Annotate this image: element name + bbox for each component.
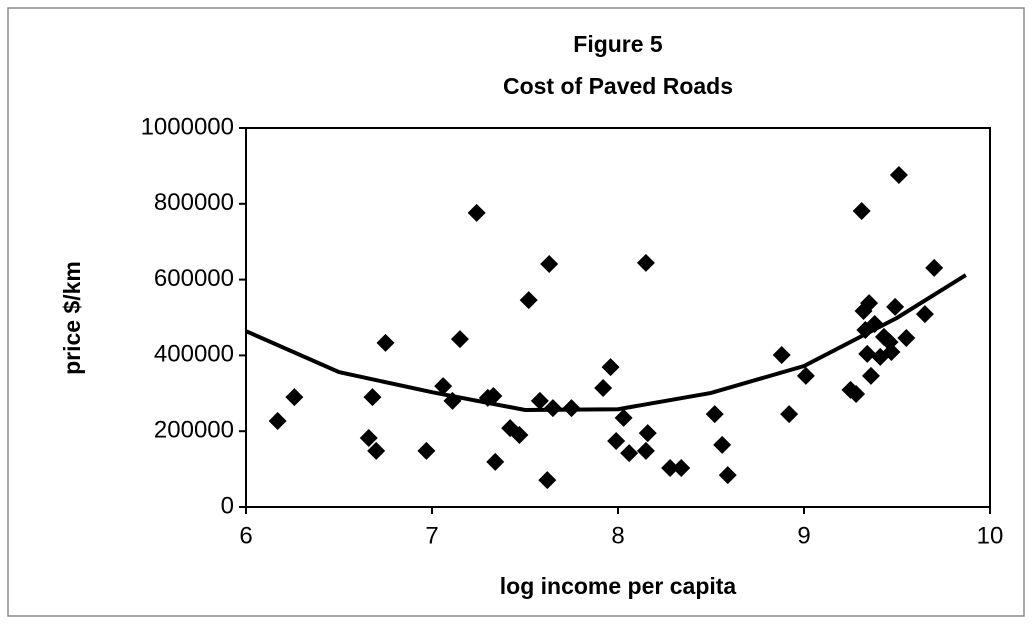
data-point <box>467 203 486 222</box>
data-point <box>620 444 639 463</box>
data-point <box>636 253 655 272</box>
data-point <box>847 385 866 404</box>
data-point <box>594 378 613 397</box>
data-point <box>860 294 879 313</box>
data-point <box>486 452 505 471</box>
data-point <box>450 330 469 349</box>
data-point <box>925 258 944 277</box>
y-tick-label: 400000 <box>154 341 234 368</box>
data-point <box>638 424 657 443</box>
data-point <box>434 377 453 396</box>
data-point <box>865 314 884 333</box>
data-point <box>858 344 877 363</box>
data-point <box>540 255 559 274</box>
data-point <box>880 333 899 352</box>
data-point <box>607 432 626 451</box>
data-point <box>889 165 908 184</box>
x-tick-label: 8 <box>611 522 624 549</box>
data-point <box>359 429 378 448</box>
chart-subtitle: Cost of Paved Roads <box>503 73 733 99</box>
data-point <box>510 425 529 444</box>
data-point <box>780 405 799 424</box>
x-tick-label: 7 <box>425 522 438 549</box>
chart-title: Figure 5 <box>573 31 663 57</box>
data-point <box>367 441 386 460</box>
data-point <box>718 466 737 485</box>
data-point <box>886 297 905 316</box>
data-point <box>705 405 724 424</box>
data-point <box>268 411 287 430</box>
data-point <box>519 291 538 310</box>
data-point <box>538 471 557 490</box>
chart-frame <box>7 7 1025 617</box>
y-axis-label: price $/km <box>59 261 85 375</box>
x-tick-label: 6 <box>239 522 252 549</box>
data-point <box>796 366 815 385</box>
data-point <box>897 328 916 347</box>
data-point <box>376 333 395 352</box>
data-point <box>661 458 680 477</box>
y-tick-label: 200000 <box>154 417 234 444</box>
data-point <box>614 408 633 427</box>
data-point <box>772 346 791 365</box>
y-tick-label: 1000000 <box>141 113 234 140</box>
data-point <box>543 399 562 418</box>
data-point <box>363 388 382 407</box>
x-axis-label: log income per capita <box>500 573 737 599</box>
data-point <box>285 388 304 407</box>
data-point <box>601 358 620 377</box>
data-point <box>672 458 691 477</box>
y-tick-label: 600000 <box>154 265 234 292</box>
data-point <box>713 435 732 454</box>
data-point <box>484 386 503 405</box>
data-point <box>861 366 880 385</box>
data-point <box>443 391 462 410</box>
data-point <box>636 441 655 460</box>
y-tick-label: 800000 <box>154 189 234 216</box>
data-point <box>852 202 871 221</box>
y-tick-label: 0 <box>221 492 234 519</box>
data-point <box>915 305 934 324</box>
data-point <box>562 399 581 418</box>
data-point <box>417 441 436 460</box>
x-tick-label: 9 <box>797 522 810 549</box>
x-tick-label: 10 <box>977 522 1004 549</box>
data-point <box>530 391 549 410</box>
